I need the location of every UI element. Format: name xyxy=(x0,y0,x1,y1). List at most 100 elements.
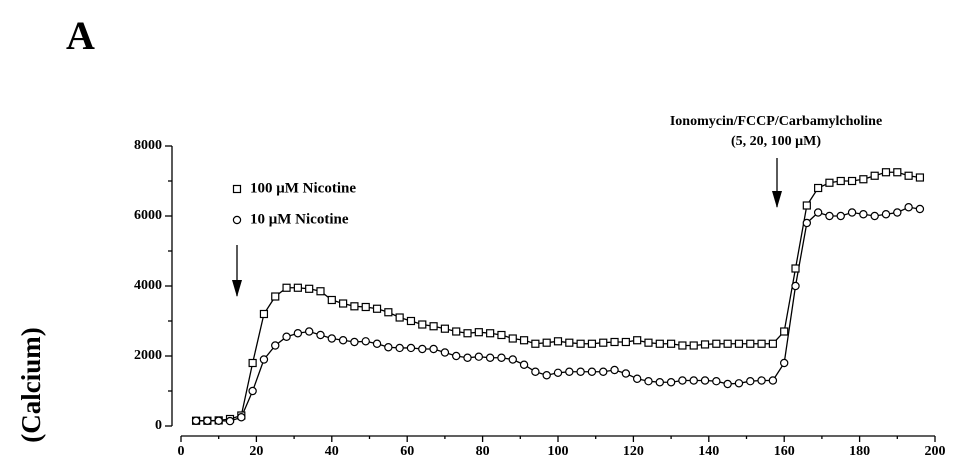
marker xyxy=(666,378,676,387)
marker xyxy=(384,308,393,317)
marker xyxy=(271,341,280,350)
legend-label: 10 μM Nicotine xyxy=(250,211,349,227)
x-tick-label: 80 xyxy=(476,444,490,459)
marker xyxy=(508,334,517,343)
marker xyxy=(780,327,789,336)
marker xyxy=(497,353,506,362)
x-tick-label: 180 xyxy=(849,444,870,459)
marker xyxy=(418,344,427,354)
marker xyxy=(259,309,269,319)
marker xyxy=(519,360,529,369)
marker xyxy=(248,386,257,396)
marker xyxy=(463,329,472,338)
marker xyxy=(519,336,529,345)
marker xyxy=(678,376,687,385)
marker xyxy=(791,281,800,291)
marker xyxy=(881,210,891,219)
y-tick-label: 4000 xyxy=(134,278,162,293)
series-line xyxy=(196,171,921,422)
marker xyxy=(655,339,664,348)
x-tick-label: 60 xyxy=(400,444,414,459)
marker xyxy=(327,334,336,343)
marker xyxy=(406,316,416,326)
marker xyxy=(350,337,359,347)
marker xyxy=(734,339,744,348)
marker xyxy=(870,171,879,180)
marker xyxy=(497,330,506,340)
y-tick-label: 6000 xyxy=(134,208,162,223)
marker xyxy=(610,365,619,375)
marker xyxy=(587,339,597,348)
marker xyxy=(689,376,698,385)
marker xyxy=(825,178,834,187)
marker xyxy=(576,367,585,376)
marker xyxy=(859,210,868,219)
marker xyxy=(372,339,382,348)
y-tick-label: 2000 xyxy=(134,348,162,363)
marker xyxy=(780,358,789,368)
marker xyxy=(565,338,574,347)
marker xyxy=(893,208,902,217)
marker xyxy=(870,211,879,221)
marker xyxy=(700,340,710,349)
marker xyxy=(191,416,201,425)
legend-marker xyxy=(232,215,242,225)
marker xyxy=(836,211,845,221)
marker xyxy=(847,176,857,186)
marker xyxy=(802,201,811,210)
annotation: (5, 20, 100 μM) xyxy=(731,134,821,149)
marker xyxy=(372,304,382,313)
marker xyxy=(452,327,461,336)
x-tick-label: 120 xyxy=(623,444,644,459)
y-tick-label: 8000 xyxy=(134,138,162,153)
marker xyxy=(237,413,246,422)
marker xyxy=(440,324,449,333)
annotation: Ionomycin/FCCP/Carbamylcholine xyxy=(670,114,882,129)
x-tick-label: 200 xyxy=(925,444,946,459)
marker xyxy=(406,343,416,353)
marker xyxy=(587,367,597,376)
marker xyxy=(621,337,630,347)
y-axis-label: (Calcium) xyxy=(16,327,46,442)
marker xyxy=(531,367,540,376)
marker xyxy=(384,343,393,352)
marker xyxy=(621,369,631,378)
marker xyxy=(746,377,755,386)
marker xyxy=(339,299,348,308)
marker xyxy=(915,173,925,182)
marker xyxy=(214,416,223,425)
marker xyxy=(599,367,608,376)
x-tick-label: 0 xyxy=(178,444,185,459)
marker xyxy=(293,329,303,338)
marker xyxy=(395,343,404,353)
marker xyxy=(203,416,212,425)
marker xyxy=(915,204,925,214)
marker xyxy=(271,292,280,301)
marker xyxy=(305,284,314,293)
legend-label: 100 μM Nicotine xyxy=(250,180,356,196)
marker xyxy=(847,208,857,217)
marker xyxy=(836,176,845,186)
marker xyxy=(225,416,235,426)
marker xyxy=(338,336,348,345)
marker xyxy=(893,168,902,177)
marker xyxy=(813,208,823,217)
marker xyxy=(553,368,563,377)
x-tick-label: 160 xyxy=(774,444,795,459)
marker xyxy=(644,377,653,386)
marker xyxy=(429,344,438,354)
marker xyxy=(452,351,461,361)
marker xyxy=(316,287,325,296)
marker xyxy=(802,218,812,228)
marker xyxy=(542,371,551,380)
marker xyxy=(734,379,744,388)
marker xyxy=(700,376,710,385)
marker xyxy=(350,302,359,311)
marker xyxy=(361,302,370,312)
series-line xyxy=(196,206,921,422)
marker xyxy=(485,353,495,362)
marker xyxy=(881,168,891,177)
marker xyxy=(904,203,913,212)
marker xyxy=(327,295,336,305)
marker xyxy=(440,348,450,357)
